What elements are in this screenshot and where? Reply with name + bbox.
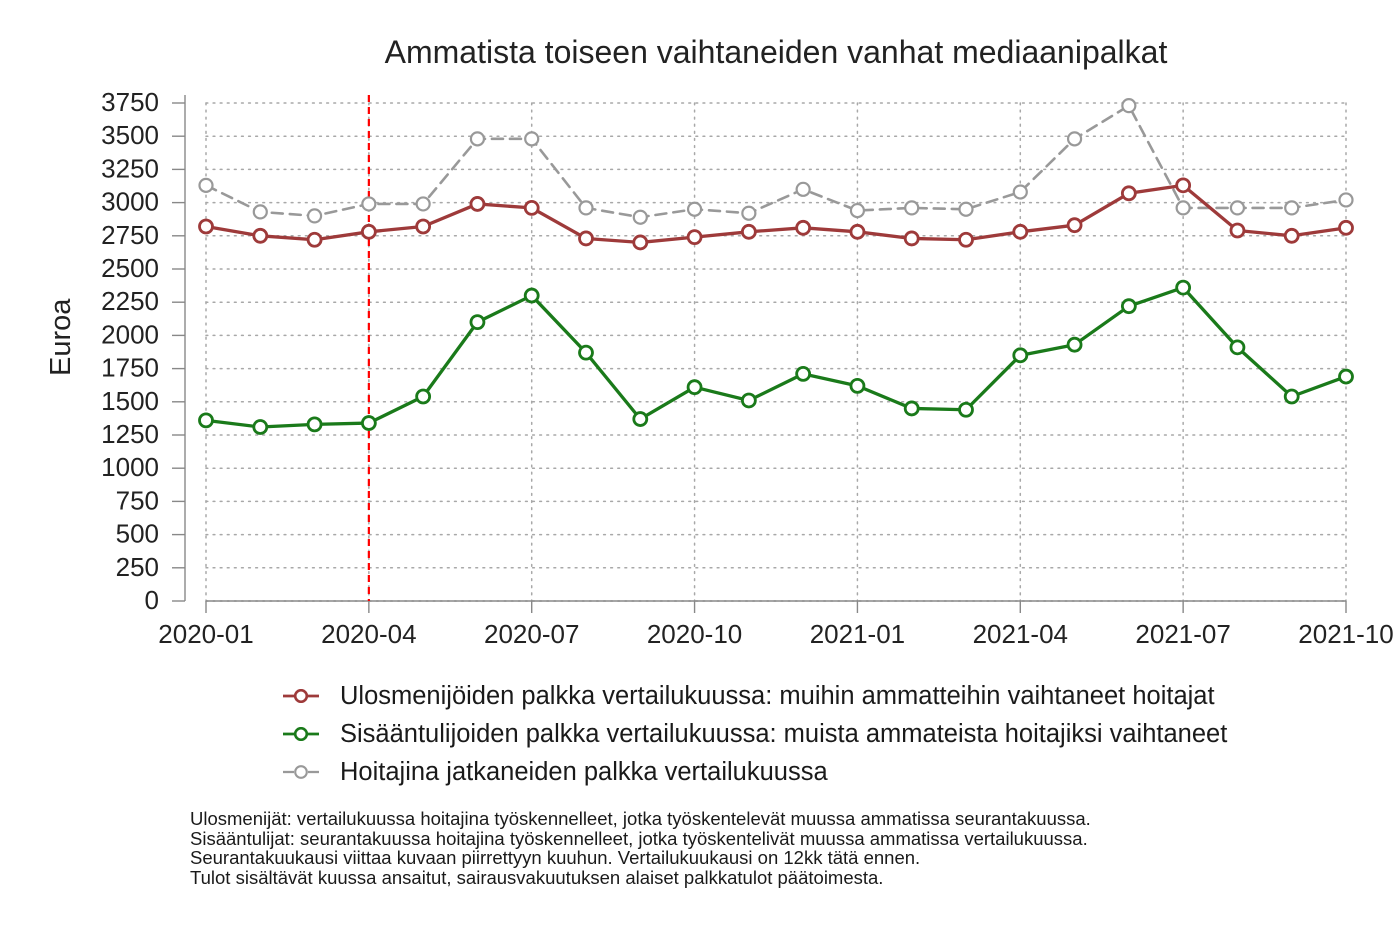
svg-text:2021-04: 2021-04 <box>973 619 1068 649</box>
svg-text:250: 250 <box>116 552 159 582</box>
svg-text:0: 0 <box>145 585 159 615</box>
svg-text:2020-01: 2020-01 <box>158 619 253 649</box>
svg-text:750: 750 <box>116 485 159 515</box>
svg-text:1250: 1250 <box>101 419 159 449</box>
svg-text:3250: 3250 <box>101 153 159 183</box>
svg-text:2020-04: 2020-04 <box>321 619 416 649</box>
svg-text:2020-10: 2020-10 <box>647 619 742 649</box>
svg-text:2021-01: 2021-01 <box>810 619 905 649</box>
svg-text:1750: 1750 <box>101 353 159 383</box>
svg-text:2021-07: 2021-07 <box>1135 619 1230 649</box>
svg-text:2500: 2500 <box>101 253 159 283</box>
svg-text:2020-07: 2020-07 <box>484 619 579 649</box>
svg-text:3000: 3000 <box>101 187 159 217</box>
svg-text:2000: 2000 <box>101 319 159 349</box>
svg-text:3500: 3500 <box>101 120 159 150</box>
svg-text:3750: 3750 <box>101 87 159 117</box>
svg-text:1500: 1500 <box>101 386 159 416</box>
svg-text:500: 500 <box>116 519 159 549</box>
svg-text:2250: 2250 <box>101 286 159 316</box>
svg-text:2750: 2750 <box>101 220 159 250</box>
svg-text:2021-10: 2021-10 <box>1298 619 1393 649</box>
svg-text:1000: 1000 <box>101 452 159 482</box>
